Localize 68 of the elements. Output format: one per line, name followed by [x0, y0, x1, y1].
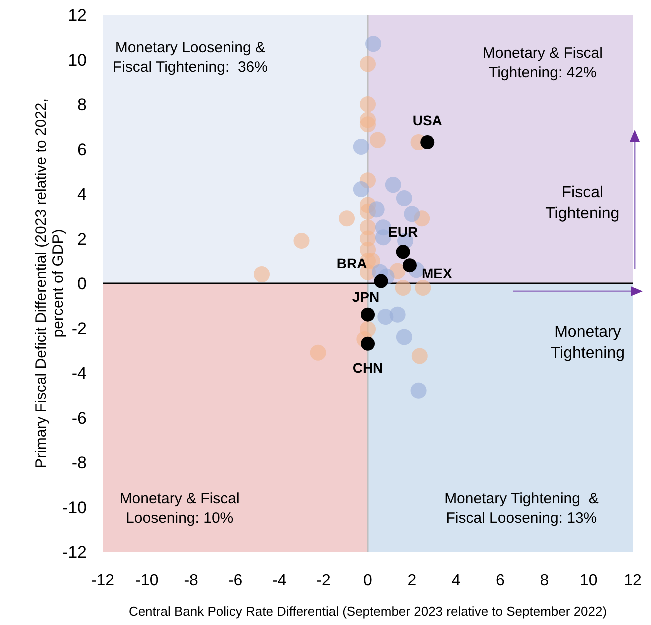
point [375, 230, 392, 246]
y-tick-label: 6 [78, 140, 87, 160]
point [370, 132, 386, 148]
x-tick-label: -10 [136, 572, 159, 590]
annotation: Monetary Tightening [550, 324, 626, 362]
x-tick-label: 4 [452, 572, 461, 590]
y-tick-label: -2 [72, 319, 87, 338]
point [415, 280, 432, 296]
point [395, 280, 412, 296]
y-tick-label: 2 [78, 230, 87, 249]
x-tick-label: 2 [408, 572, 417, 590]
y-tick-label: -12 [62, 543, 87, 562]
annotation: Monetary Loosening & Fiscal Tightening: 36% [112, 40, 268, 76]
y-tick-label: 10 [68, 50, 87, 70]
point [374, 274, 388, 288]
point [396, 245, 410, 260]
point [361, 336, 375, 351]
x-tick-label: -8 [184, 572, 199, 590]
annotation: USA [412, 112, 442, 129]
x-tick-label: -4 [272, 572, 287, 590]
annotation: Monetary & Fiscal Tightening: 42% [482, 44, 603, 82]
point [396, 329, 412, 346]
point [410, 382, 427, 399]
annotation: JPN [352, 288, 380, 305]
annotation: Fiscal Tightening [546, 184, 620, 222]
annotation: Monetary Tightening & Fiscal Loosening: 13% [444, 490, 599, 528]
y-tick-label: -6 [72, 408, 87, 428]
point [396, 190, 412, 206]
y-axis-title: Primary Fiscal Deficit Differential (2023 relative to 2022, percent of GDP) [33, 98, 67, 468]
point [385, 177, 402, 194]
x-tick-label: 10 [580, 572, 598, 590]
x-tick-label: -6 [228, 572, 243, 590]
point [360, 56, 376, 72]
x-tick-label: 6 [496, 572, 506, 590]
x-tick-label: 12 [624, 572, 642, 590]
y-tick-label: 0 [78, 274, 87, 294]
annotation: CHN [352, 360, 384, 376]
y-tick-label: 8 [78, 96, 87, 115]
point [404, 206, 420, 222]
y-tick-label: -4 [72, 364, 87, 384]
annotation: BRA [336, 255, 368, 272]
point [294, 232, 310, 249]
point [420, 136, 435, 150]
y-tick-label: 12 [68, 6, 87, 26]
x-axis-title: Central Bank Policy Rate Differential (September 2023 relative to September 2022) [128, 604, 608, 619]
x-tick-label: 0 [364, 572, 373, 590]
point [254, 266, 270, 283]
point [390, 306, 406, 323]
point [366, 36, 382, 52]
point [360, 112, 376, 128]
annotation: EUR [388, 224, 418, 240]
annotation: Monetary & Fiscal Loosening: 10% [120, 490, 240, 528]
x-tick-label: -2 [316, 572, 332, 590]
y-tick-label: -10 [62, 498, 87, 518]
point [353, 139, 370, 156]
x-tick-label: 8 [540, 572, 550, 590]
point [412, 348, 428, 364]
point [402, 258, 417, 273]
point [361, 308, 375, 322]
point [310, 344, 326, 361]
annotation: MEX [422, 266, 453, 282]
y-tick-label: 4 [78, 185, 87, 204]
x-tick-label: -12 [91, 572, 115, 590]
y-tick-label: -8 [72, 454, 87, 473]
point [360, 96, 376, 112]
point [339, 210, 356, 227]
point [353, 182, 370, 198]
point [368, 202, 385, 218]
